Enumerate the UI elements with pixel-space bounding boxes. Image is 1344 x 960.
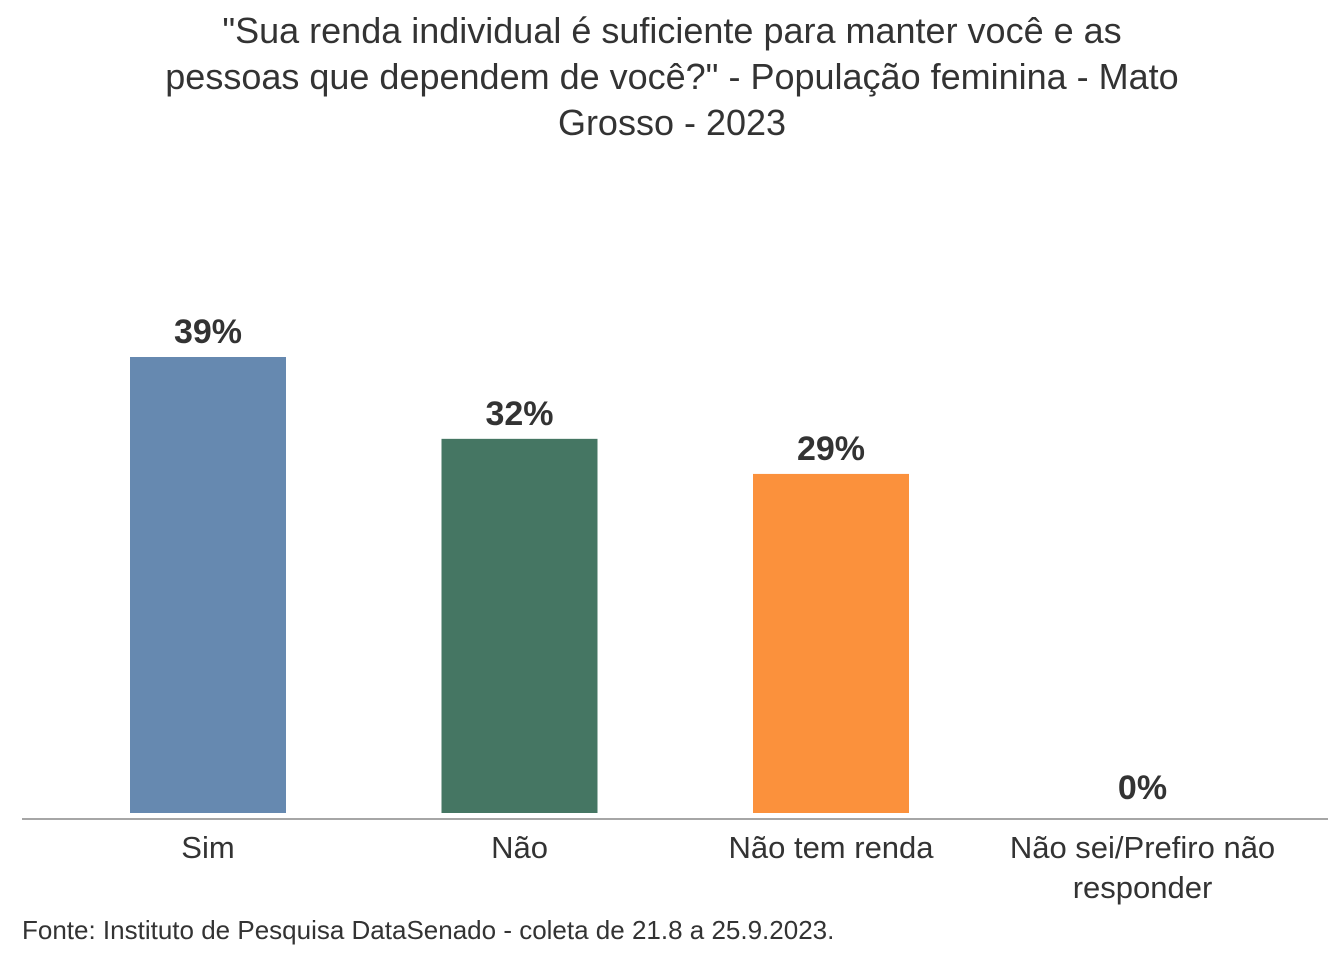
- category-label: Não sei/Prefiro não responder: [1010, 830, 1275, 905]
- category-label: Não tem renda: [728, 830, 934, 865]
- category-labels: Sim Não Não tem renda Não sei/Prefiro não re…: [181, 830, 1275, 905]
- chart-title-line: pessoas que dependem de você?" - Populaç…: [165, 56, 1178, 97]
- bar: [441, 438, 598, 813]
- value-label: 32%: [485, 395, 553, 433]
- value-label: 29%: [797, 430, 865, 468]
- value-label: 0%: [1118, 769, 1167, 807]
- value-label: 39%: [174, 313, 242, 351]
- bar: [753, 473, 909, 813]
- category-label: Não: [491, 830, 548, 865]
- category-label: Sim: [181, 830, 234, 865]
- chart-title-line: "Sua renda individual é suficiente para …: [222, 10, 1121, 51]
- bars: 39% 32% 29% 0%: [130, 313, 1167, 813]
- bar: [130, 357, 286, 813]
- chart-title: "Sua renda individual é suficiente para …: [165, 10, 1178, 143]
- chart-title-line: Grosso - 2023: [558, 102, 786, 143]
- source-note: Fonte: Instituto de Pesquisa DataSenado …: [22, 915, 834, 945]
